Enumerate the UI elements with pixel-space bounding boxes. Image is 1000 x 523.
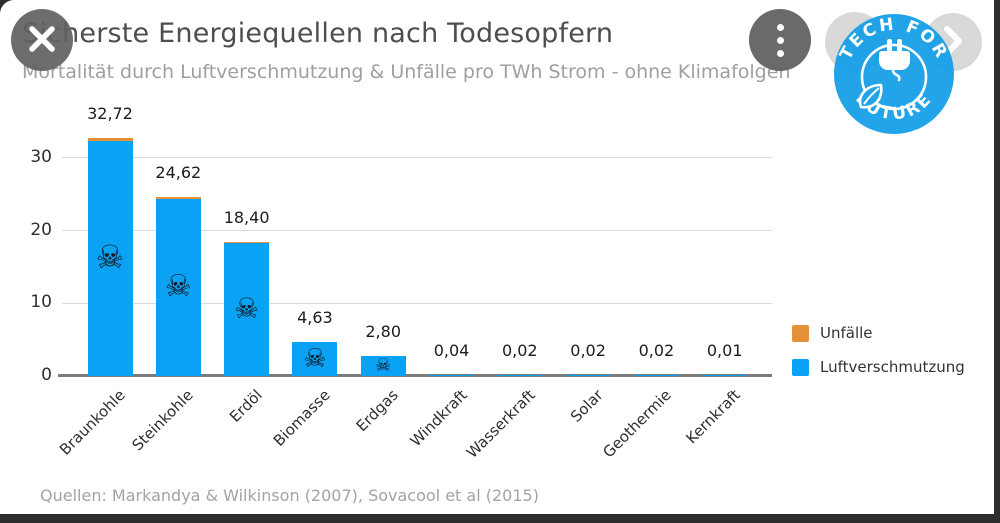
bar (497, 375, 543, 376)
bar (292, 342, 338, 376)
legend-label: Unfälle (820, 324, 873, 342)
tech-for-future-logo: TECH FOR FUTURE (831, 11, 957, 137)
bar-value-label: 0,04 (433, 341, 470, 360)
x-axis-label: Windkraft (406, 386, 471, 451)
bar-value-label: 4,63 (297, 308, 333, 328)
skull-icon: ☠ (164, 268, 192, 304)
gridline (62, 157, 772, 159)
x-axis-label: Solar (567, 386, 607, 426)
x-axis-label: Steinkohle (128, 386, 198, 455)
accident-cap (224, 242, 270, 244)
bar-value-label: 0,01 (706, 341, 743, 360)
gridline (62, 302, 772, 304)
legend-item-luftverschmutzung: Luftverschmutzung (792, 358, 965, 376)
y-tick-label: 30 (30, 146, 52, 167)
x-axis-label: Geothermie (599, 386, 676, 462)
bar-value-label: 18,40 (223, 208, 270, 228)
legend: Unfälle Luftverschmutzung (792, 324, 965, 392)
x-axis-label: Kernkraft (682, 386, 744, 448)
bar-value-label: 24,62 (155, 163, 202, 182)
bar-chart: 0 10 20 30 ☠ 32,72 Braunkohle ☠ 24,62 Steinkohle ☠… (30, 104, 772, 462)
bar-value-label: 0,02 (570, 341, 606, 360)
page-subtitle: Mortalität durch Luftverschmutzung & Unf… (22, 61, 791, 83)
accident-cap (87, 138, 133, 142)
bar (702, 375, 748, 376)
close-icon (27, 24, 57, 57)
legend-swatch-luftverschmutzung (792, 358, 809, 376)
y-tick-label: 0 (41, 365, 52, 385)
gridline (62, 230, 772, 232)
x-axis-label: Biomasse (269, 386, 334, 450)
bar-value-label: 0,02 (638, 341, 675, 360)
bar (633, 375, 679, 376)
page-title: Sicherste Energiequellen nach Todesopfer… (22, 18, 614, 49)
legend-item-unfaelle: Unfälle (792, 324, 965, 342)
bar-value-label: 2,80 (365, 321, 401, 341)
bar-value-label: 32,72 (87, 104, 133, 124)
bar (87, 138, 133, 376)
skull-icon: ☠ (375, 354, 392, 376)
x-axis-label: Wasserkraft (462, 386, 539, 462)
skull-icon: ☠ (303, 344, 327, 375)
y-tick-label: 10 (30, 292, 52, 313)
close-button[interactable] (11, 9, 73, 71)
skull-icon: ☠ (234, 292, 260, 326)
legend-label: Luftverschmutzung (820, 358, 965, 376)
plug-icon (879, 39, 910, 82)
x-axis-line (58, 374, 772, 377)
x-axis-label: Erdöl (225, 386, 266, 426)
x-axis-label: Braunkohle (55, 386, 129, 459)
kebab-menu-icon (776, 23, 784, 57)
bar (155, 197, 201, 376)
bar (565, 375, 611, 376)
bar (360, 355, 406, 376)
y-tick-label: 20 (30, 219, 52, 240)
legend-swatch-unfaelle (792, 324, 809, 342)
lightbox-page: 0 10 20 30 ☠ 32,72 Braunkohle ☠ 24,62 Steinkohle ☠… (0, 0, 994, 514)
menu-button[interactable] (749, 9, 811, 71)
chevron-right-icon (940, 25, 966, 60)
bar (224, 242, 270, 376)
cord-ring (860, 43, 928, 111)
source-citation: Quellen: Markandya & Wilkinson (2007), S… (40, 486, 539, 505)
leaf-icon (858, 83, 883, 109)
x-axis-label: Erdgas (352, 386, 402, 436)
skull-icon: ☠ (95, 238, 125, 277)
bar (429, 375, 474, 376)
bar-value-label: 0,02 (501, 341, 538, 360)
accident-cap (155, 197, 201, 199)
